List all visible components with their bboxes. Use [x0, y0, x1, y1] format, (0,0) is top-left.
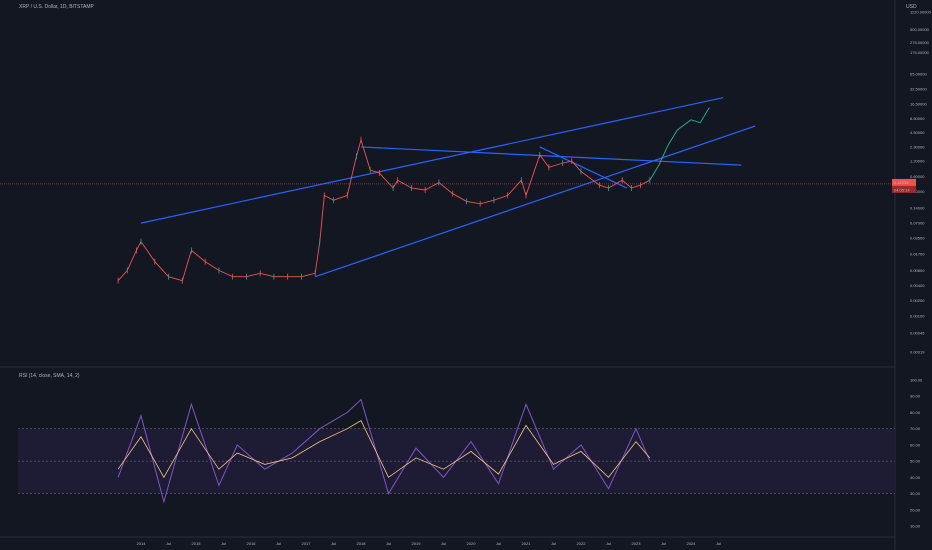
y-tick-label: 1120.00000: [910, 10, 932, 15]
y-tick-label: 0.01700: [910, 251, 925, 256]
rsi-tick-label: 50.00: [910, 459, 921, 464]
rsi-tick-label: 20.00: [910, 507, 921, 512]
x-tick-label: Jul: [606, 541, 611, 546]
x-tick-label: Jul: [441, 541, 446, 546]
y-tick-label: 500.00000: [910, 27, 930, 32]
x-tick-label: 2016: [247, 541, 257, 546]
x-tick-label: Jul: [331, 541, 336, 546]
x-tick-label: 2019: [412, 541, 422, 546]
countdown-label: 04:05:14: [894, 187, 910, 192]
y-tick-label: 4.50000: [910, 130, 925, 135]
y-tick-label: 0.00200: [910, 298, 925, 303]
x-tick-label: Jul: [661, 541, 666, 546]
price-pane[interactable]: [0, 97, 895, 284]
rsi-tick-label: 70.00: [910, 426, 921, 431]
y-tick-label: 0.00045: [910, 331, 925, 336]
rsi-tick-label: 40.00: [910, 475, 921, 480]
rsi-tick-label: 30.00: [910, 491, 921, 496]
x-tick-label: 2022: [577, 541, 587, 546]
y-tick-label: 0.00400: [910, 283, 925, 288]
trendline-4: [539, 146, 628, 189]
y-tick-label: 32.50000: [910, 87, 927, 92]
y-tick-label: 175.00000: [910, 50, 930, 55]
x-tick-label: Jul: [716, 541, 721, 546]
x-tick-label: Jul: [386, 541, 391, 546]
y-tick-label: 2.30000: [910, 144, 925, 149]
rsi-title: RSI (14, close, SMA, 14, 2): [19, 373, 80, 379]
y-tick-label: 16.50000: [910, 101, 927, 106]
countdown-box: [892, 185, 916, 193]
rsi-tick-label: 90.00: [910, 394, 921, 399]
y-tick-label: 1.20000: [910, 159, 925, 164]
rsi-pane[interactable]: [18, 398, 895, 504]
y-tick-label: 0.30000: [910, 189, 925, 194]
price-series-line: [117, 138, 651, 282]
x-tick-label: 2024: [687, 541, 697, 546]
y-tick-label: 0.00800: [910, 268, 925, 273]
trendline-3: [360, 146, 742, 166]
y-tick-label: 0.03500: [910, 236, 925, 241]
trendline-1: [140, 97, 724, 224]
x-tick-label: 2014: [137, 541, 147, 546]
rsi-tick-label: 60.00: [910, 442, 921, 447]
x-tick-label: 2015: [192, 541, 202, 546]
x-tick-label: Jul: [276, 541, 281, 546]
x-tick-label: Jul: [166, 541, 171, 546]
symbol-title: XRP / U.S. Dollar, 1D, BITSTAMP: [19, 4, 94, 10]
y-tick-label: 0.00100: [910, 313, 925, 318]
x-tick-label: 2021: [522, 541, 532, 546]
x-tick-label: Jul: [496, 541, 501, 546]
rsi-tick-label: 100.00: [910, 378, 923, 383]
rsi-ma-line: [117, 420, 651, 479]
x-tick-label: 2018: [357, 541, 367, 546]
projection-line: [649, 107, 710, 181]
y-tick-label: 65.00000: [910, 72, 927, 77]
trendline-2: [314, 125, 756, 278]
x-tick-label: 2020: [467, 541, 477, 546]
x-tick-label: 2023: [632, 541, 642, 546]
rsi-line: [117, 398, 651, 504]
y-tick-label: 0.07000: [910, 221, 925, 226]
rsi-tick-label: 10.00: [910, 524, 921, 529]
axes: 2014 Jul 2015 Jul 2016 Jul 2017 Jul 2018 Jul 2019 J…: [137, 10, 932, 547]
x-tick-label: Jul: [551, 541, 556, 546]
y-tick-label: 0.00019: [910, 350, 925, 355]
last-price-label: 0.42238: [894, 180, 909, 185]
y-tick-label: 0.60000: [910, 174, 925, 179]
rsi-tick-label: 80.00: [910, 410, 921, 415]
x-tick-label: 2017: [302, 541, 312, 546]
y-tick-label: 8.50000: [910, 116, 925, 121]
y-tick-label: 0.14000: [910, 206, 925, 211]
y-tick-label: 275.00000: [910, 40, 930, 45]
x-tick-label: Jul: [221, 541, 226, 546]
currency-label: USD: [906, 4, 917, 10]
last-price-box: [892, 178, 916, 186]
